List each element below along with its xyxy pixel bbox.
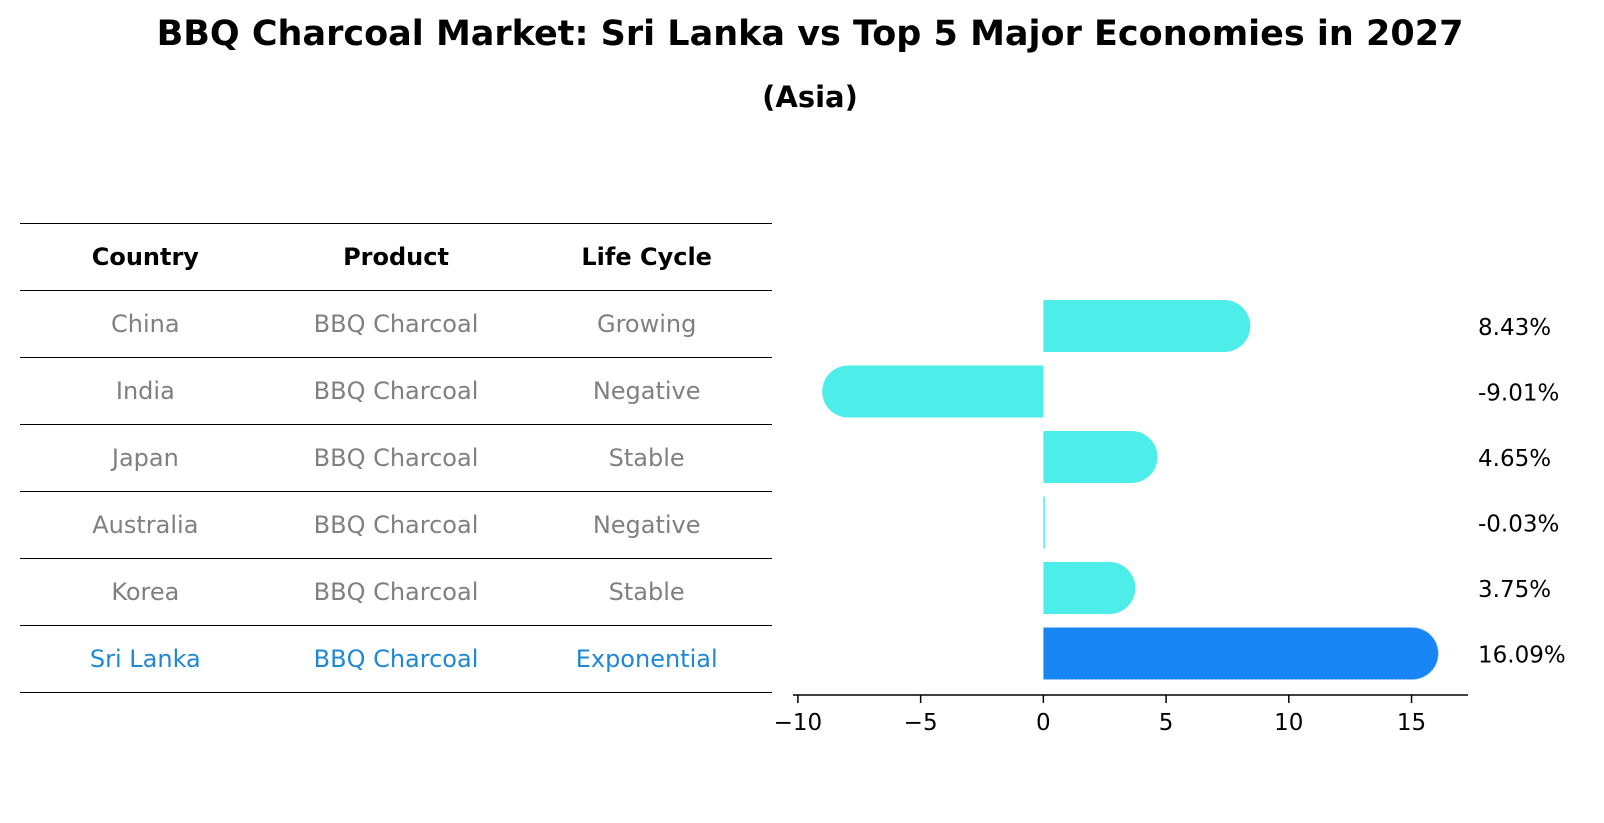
data-label: -0.03% — [1478, 512, 1559, 538]
life-cycle-cell: Stable — [608, 578, 685, 606]
x-tick-label: 15 — [1397, 710, 1426, 736]
column-header-product: Product — [343, 243, 449, 271]
country-cell: Korea — [111, 578, 180, 606]
data-label: 16.09% — [1478, 643, 1566, 669]
table-row: India BBQ Charcoal Negative — [20, 357, 772, 424]
table-row: Japan BBQ Charcoal Stable — [20, 424, 772, 491]
table-row: Australia BBQ Charcoal Negative — [20, 491, 772, 558]
column-header-life-cycle: Life Cycle — [581, 243, 712, 271]
life-cycle-cell: Negative — [592, 377, 701, 405]
column-header-country: Country — [91, 243, 199, 271]
data-label: 4.65% — [1478, 446, 1551, 472]
data-label: -9.01% — [1478, 381, 1559, 407]
product-cell: BBQ Charcoal — [313, 444, 479, 472]
table-header-row: Country Product Life Cycle — [20, 223, 772, 290]
chart-subtitle: (Asia) — [762, 80, 858, 114]
life-cycle-cell: Stable — [608, 444, 685, 472]
bar-china — [1043, 300, 1251, 352]
table-row: China BBQ Charcoal Growing — [20, 290, 772, 357]
data-label: 3.75% — [1478, 577, 1551, 603]
product-cell: BBQ Charcoal — [313, 578, 479, 606]
bar-australia — [1043, 496, 1045, 549]
bar-india — [822, 365, 1044, 418]
x-tick-label: −5 — [904, 710, 938, 736]
table-row-highlight: Sri Lanka BBQ Charcoal Exponential — [20, 625, 772, 693]
x-tick-label: 5 — [1159, 710, 1174, 736]
x-tick-label: −10 — [774, 710, 823, 736]
x-tick-label: 10 — [1274, 710, 1303, 736]
bar-korea — [1043, 562, 1136, 614]
life-cycle-cell: Growing — [596, 310, 697, 338]
data-label: 8.43% — [1478, 315, 1551, 341]
chart-title: BBQ Charcoal Market: Sri Lanka vs Top 5 … — [156, 14, 1464, 54]
table-row: Korea BBQ Charcoal Stable — [20, 558, 772, 625]
x-tick-label: 0 — [1036, 710, 1051, 736]
product-cell: BBQ Charcoal — [313, 377, 479, 405]
product-cell: BBQ Charcoal — [313, 310, 479, 338]
product-cell: BBQ Charcoal — [313, 645, 479, 673]
country-cell: India — [115, 377, 175, 405]
data-table: Country Product Life Cycle China BBQ Cha… — [20, 223, 772, 693]
country-cell: Australia — [92, 511, 199, 539]
bar-japan — [1043, 431, 1158, 483]
life-cycle-cell: Negative — [592, 511, 701, 539]
product-cell: BBQ Charcoal — [313, 511, 479, 539]
country-cell: China — [111, 310, 180, 338]
bar-sri-lanka — [1042, 627, 1439, 680]
life-cycle-cell: Exponential — [575, 645, 718, 673]
country-cell: Japan — [111, 444, 179, 472]
country-cell: Sri Lanka — [89, 645, 201, 673]
